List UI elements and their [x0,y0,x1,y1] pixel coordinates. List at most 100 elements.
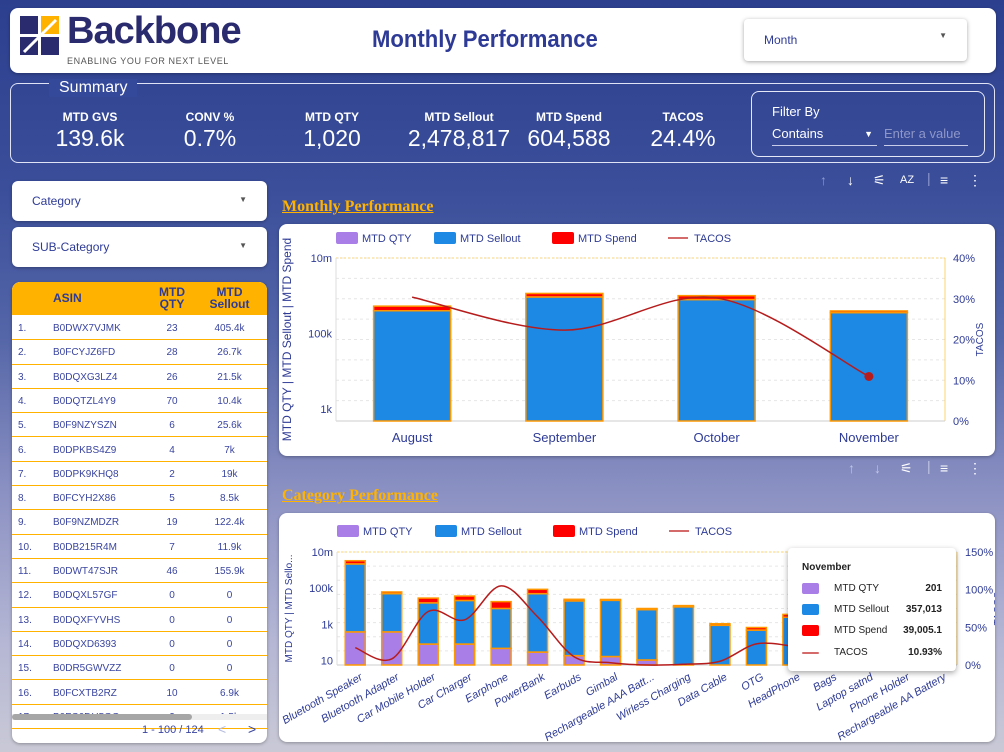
y-tick-label: 100k [309,583,333,595]
prev-page-icon[interactable]: < [218,721,227,737]
mtd-sellout-cell: 8.5k [220,493,239,505]
kpi-value: 2,478,817 [407,125,511,151]
filter-value-input[interactable]: Enter a value [884,126,968,146]
arrow-up-icon[interactable]: ↑ [820,172,827,188]
category-performance-title: Category Performance [282,487,438,504]
arrow-up-icon[interactable]: ↑ [848,460,855,476]
asin-cell: B0DQXL57GF [53,590,118,602]
month-dropdown-label: Month [764,33,798,47]
asin-cell: B0F9NZMDZR [53,517,120,529]
logo-tagline: ENABLING YOU FOR NEXT LEVEL [67,56,229,66]
mtd-qty-cell: 0 [169,614,175,626]
asin-cell: B0DQXD6393 [53,638,117,650]
table-row[interactable]: 4. B0DQTZL4Y9 70 10.4k [12,389,267,414]
y2-tick-label: 150% [965,547,993,559]
table-row[interactable]: 9. B0F9NZMDZR 19 122.4k [12,510,267,535]
arrow-down-icon[interactable]: ↓ [874,460,881,476]
mtd-sellout-cell: 21.5k [217,371,242,383]
mtd-sellout-cell: 0 [226,638,233,650]
filter-icon[interactable]: ≡ [940,460,949,476]
table-row[interactable]: 16. B0FCXTB2RZ 10 6.9k [12,681,267,705]
bar-mtd-sellout [563,600,585,657]
asin-cell: B0DPKBS4Z9 [53,444,117,456]
table-row[interactable]: 7. B0DPK9KHQ8 2 19k [12,462,267,487]
tooltip-value: 357,013 [905,604,942,615]
table-row[interactable]: 13. B0DQXFYVHS 0 0 [12,608,267,632]
table-row[interactable]: 11. B0DWT47SJR 46 155.9k [12,559,267,584]
row-index: 6. [18,444,27,456]
mtd-qty-cell: 19 [166,517,178,529]
mtd-qty-cell: 2 [169,468,175,480]
bar-mtd-sellout [829,311,909,422]
y2-tick-label: 20% [953,335,975,347]
column-header-mtd-qty[interactable]: MTD QTY [159,285,185,311]
legend-swatch-sellout [434,232,456,244]
bar-mtd-spend [709,622,731,627]
bar-mtd-qty [526,651,549,666]
tacos-line [354,585,793,666]
table-row[interactable]: 5. B0F9NZYSZN 6 25.6k [12,413,267,438]
table-row[interactable]: 12. B0DQXL57GF 0 0 [12,583,267,608]
tooltip-row-qty: MTD QTY 201 [802,583,942,595]
legend-label: MTD Spend [579,526,638,538]
table-row[interactable]: 6. B0DPKBS4Z9 4 7k [12,438,267,462]
sort-az-icon[interactable]: AZ [900,174,915,186]
kpi-value: 1,020 [303,125,361,151]
y-tick-label: 10m [311,253,332,265]
month-dropdown[interactable]: Month ▼ [744,19,967,61]
sliders-icon[interactable]: ⚟ [900,460,913,476]
caret-down-icon: ▼ [239,241,247,250]
filter-icon[interactable]: ≡ [940,172,949,188]
mtd-sellout-cell: 155.9k [214,566,245,577]
bar-mtd-sellout [672,606,695,666]
mtd-sellout-cell: 19k [221,468,238,480]
y2-tick-label: 0% [953,416,969,428]
x-tick-label: August [392,430,433,445]
x-tick-label: Earbuds [542,671,584,702]
row-index: 13. [18,614,32,626]
next-page-icon[interactable]: > [248,721,257,737]
table-row[interactable]: 10. B0DB215R4M 7 11.9k [12,535,267,559]
mtd-sellout-cell: 0 [226,663,233,675]
bar-mtd-spend [525,292,604,298]
filter-operator-select[interactable]: Contains ▼ [772,126,877,146]
row-index: 4. [18,395,27,407]
bar-mtd-sellout [636,608,658,661]
table-row[interactable]: 1. B0DWX7VJMK 23 405.4k [12,316,267,341]
bar-mtd-spend [453,595,476,602]
tooltip-value: 10.93% [908,647,942,658]
filter-operator-label: Contains [772,126,824,141]
mtd-qty-cell: 5 [169,493,175,505]
asin-table: ASIN MTD QTY MTD Sellout 1. B0DWX7VJMK 23 4… [12,282,267,743]
tacos-line [411,296,870,378]
asin-cell: B0DWX7VJMK [53,323,121,334]
column-header-mtd-sellout[interactable]: MTD Sellout [209,285,250,311]
y2-tick-label: 30% [953,294,975,306]
tooltip-label: MTD Spend [834,625,888,636]
more-vert-icon[interactable]: ⋮ [968,460,982,476]
table-row[interactable]: 14. B0DQXD6393 0 0 [12,632,267,657]
column-header-asin[interactable]: ASIN [53,291,82,305]
subcategory-dropdown-label: SUB-Category [32,240,110,254]
category-dropdown[interactable]: Category ▼ [12,181,267,221]
table-row[interactable]: 2. B0FCYJZ6FD 28 26.7k [12,340,267,365]
bar-mtd-spend [526,588,549,595]
arrow-down-icon[interactable]: ↓ [847,172,854,188]
caret-down-icon: ▼ [939,31,947,40]
table-row[interactable]: 15. B0DR5GWVZZ 0 0 [12,656,267,681]
more-vert-icon[interactable]: ⋮ [968,172,982,188]
tooltip-label: MTD Sellout [834,604,890,615]
table-row[interactable]: 3. B0DQXG3LZ4 26 21.5k [12,365,267,389]
y2-tick-label: 100% [965,585,993,597]
kpi-label: TACOS [662,110,704,124]
sliders-icon[interactable]: ⚟ [873,172,886,188]
table-header: ASIN MTD QTY MTD Sellout [12,282,267,315]
kpi-mtd-gvs: MTD GVS 139.6k [35,110,145,152]
subcategory-dropdown[interactable]: SUB-Category ▼ [12,227,267,267]
table-row[interactable]: 8. B0FCYH2X86 5 8.5k [12,486,267,511]
tooltip-label: MTD QTY [834,583,879,594]
scrollbar-thumb[interactable] [12,714,192,720]
summary-panel: Summary MTD GVS 139.6k CONV % 0.7% MTD QTY… [10,79,995,163]
horizontal-scrollbar[interactable] [12,714,267,720]
y2-axis-title: TACOS [993,591,995,625]
